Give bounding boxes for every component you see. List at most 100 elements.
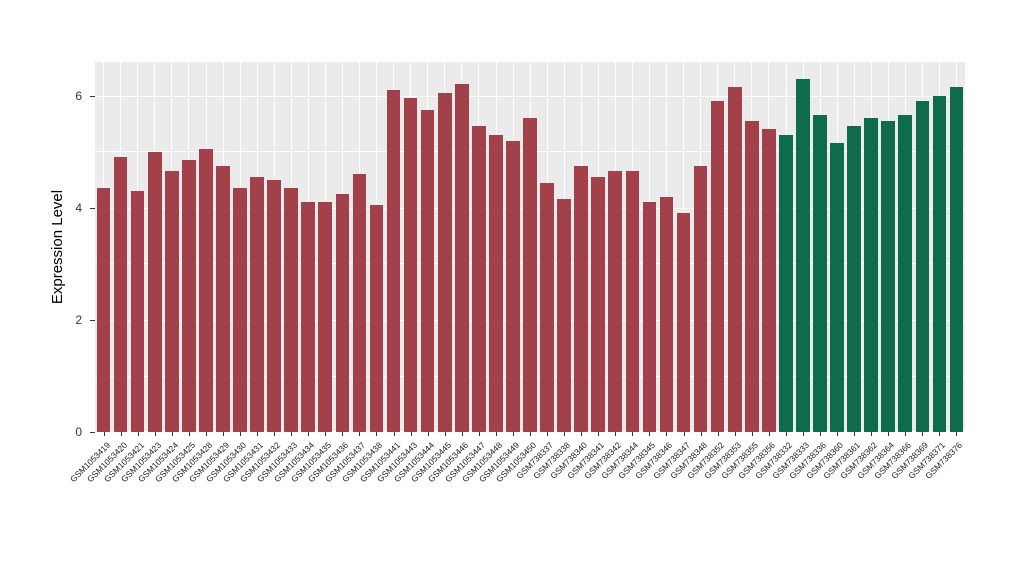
x-tick-mark [188, 432, 190, 436]
x-tick-mark [240, 432, 241, 436]
x-tick-mark [137, 432, 139, 436]
bar [352, 174, 367, 432]
bar [557, 199, 571, 432]
x-tick-mark [564, 432, 566, 436]
x-tick-mark [666, 432, 668, 436]
bar [267, 179, 281, 432]
x-tick-mark [342, 432, 344, 436]
x-tick-mark [717, 432, 719, 436]
bar [744, 120, 759, 432]
bar [762, 129, 776, 432]
x-tick-mark [530, 432, 531, 436]
bar [335, 193, 350, 432]
bar [489, 134, 503, 432]
x-tick-mark [939, 432, 941, 436]
x-tick-mark [581, 432, 583, 436]
bar [830, 143, 844, 432]
bar [250, 176, 264, 432]
bar [403, 98, 418, 432]
x-tick-mark [598, 432, 600, 436]
bar [642, 202, 657, 432]
bar [472, 126, 486, 432]
bar [164, 171, 179, 432]
x-tick-mark [478, 432, 480, 436]
bar [437, 92, 452, 432]
bar [813, 115, 827, 432]
y-tick-label: 4 [75, 200, 82, 215]
x-tick-mark [547, 432, 549, 436]
x-tick-mark [376, 432, 378, 436]
bar [182, 160, 196, 432]
plot-panel [95, 62, 965, 432]
bar [898, 115, 913, 432]
bar [591, 176, 606, 432]
bar [540, 182, 554, 432]
bar [454, 84, 469, 432]
bar [847, 126, 861, 432]
x-tick-mark [308, 432, 310, 436]
bar [523, 118, 537, 432]
x-tick-mark [871, 432, 873, 436]
bar [932, 95, 947, 432]
y-tick-mark [90, 207, 95, 209]
x-tick-mark [103, 432, 105, 436]
x-tick-mark [854, 432, 856, 436]
x-tick-mark [120, 432, 122, 436]
x-tick-mark [461, 432, 463, 436]
x-tick-mark [274, 432, 276, 436]
bar [710, 101, 725, 432]
x-tick-mark [649, 432, 651, 436]
x-tick-mark [837, 432, 839, 436]
x-tick-mark [393, 432, 395, 436]
bar [676, 213, 691, 432]
bar [199, 148, 213, 432]
bar [113, 157, 128, 432]
bar [779, 134, 793, 432]
bar [659, 196, 674, 432]
x-tick-mark [820, 432, 821, 436]
bar [949, 87, 964, 432]
bar [96, 188, 111, 432]
bar [233, 188, 247, 432]
x-tick-mark [751, 432, 753, 436]
x-tick-mark [512, 432, 514, 436]
bar [284, 188, 298, 432]
x-tick-mark [905, 432, 907, 436]
bar [796, 78, 810, 432]
bar [881, 120, 896, 432]
bar [386, 90, 401, 432]
x-tick-mark [291, 432, 293, 436]
bar [574, 165, 588, 432]
x-tick-mark [495, 432, 497, 436]
bar [915, 101, 930, 432]
bar [369, 204, 384, 432]
bar [506, 140, 520, 432]
bar [420, 109, 435, 432]
y-tick-mark [90, 319, 95, 321]
x-tick-mark [410, 432, 412, 436]
x-tick-mark [802, 432, 804, 436]
y-tick-label: 0 [75, 425, 82, 439]
x-tick-mark [734, 432, 736, 436]
bar [216, 165, 230, 432]
major-gridline [95, 95, 965, 98]
x-tick-mark [205, 432, 207, 436]
bar [727, 87, 742, 432]
x-tick-mark [257, 432, 259, 436]
x-tick-mark [615, 432, 617, 436]
x-tick-mark [888, 432, 890, 436]
y-tick-mark [90, 95, 95, 97]
x-tick-mark [325, 432, 327, 436]
x-tick-mark [359, 432, 361, 436]
x-tick-mark [956, 432, 958, 436]
x-tick-mark [154, 432, 156, 436]
x-tick-mark [785, 432, 787, 436]
y-tick-label: 6 [75, 88, 82, 103]
bar [301, 202, 316, 432]
x-tick-mark [222, 432, 224, 436]
bar [864, 118, 878, 432]
bar [625, 171, 640, 432]
bar [318, 202, 333, 432]
bar [608, 171, 623, 432]
